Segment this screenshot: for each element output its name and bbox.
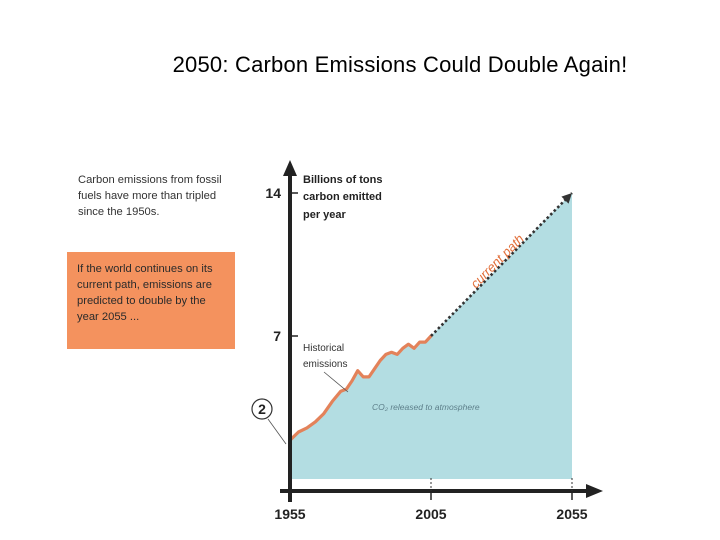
y-axis-label-line-3: per year: [303, 209, 347, 221]
current-path-arrowhead: [561, 193, 572, 204]
area-label: CO₂ released to atmosphere: [372, 402, 480, 412]
x-tick-label: 2005: [415, 506, 446, 522]
y-axis-label-line-2: carbon emitted: [303, 191, 382, 203]
historical-label-line-2: emissions: [303, 359, 347, 370]
projection-note-text: If the world continues on its current pa…: [77, 263, 213, 323]
historical-label-line-1: Historical: [303, 343, 344, 354]
intro-note: Carbon emissions from fossil fuels have …: [78, 174, 222, 218]
x-tick-label: 1955: [274, 506, 305, 522]
x-axis-arrowhead: [586, 484, 603, 498]
projection-note-box: If the world continues on its current pa…: [67, 252, 235, 349]
x-tick-label: 2055: [556, 506, 587, 522]
current-path-line: [430, 192, 573, 337]
y-axis-label-line-1: Billions of tons: [303, 174, 382, 186]
start-value-label: 2: [258, 401, 266, 417]
y-tick-label: 7: [273, 328, 281, 344]
y-axis-arrowhead: [283, 160, 297, 176]
slide-title: 2050: Carbon Emissions Could Double Agai…: [172, 52, 628, 77]
y-tick-label: 14: [265, 185, 281, 201]
line-layer: [288, 192, 573, 442]
start-value-circle: [251, 398, 273, 420]
axes: 1955 2005 2055 7 14: [265, 160, 603, 522]
historical-pointer: [323, 371, 349, 393]
historical-emissions-line: [288, 334, 433, 442]
start-value-pointer: [267, 418, 287, 445]
